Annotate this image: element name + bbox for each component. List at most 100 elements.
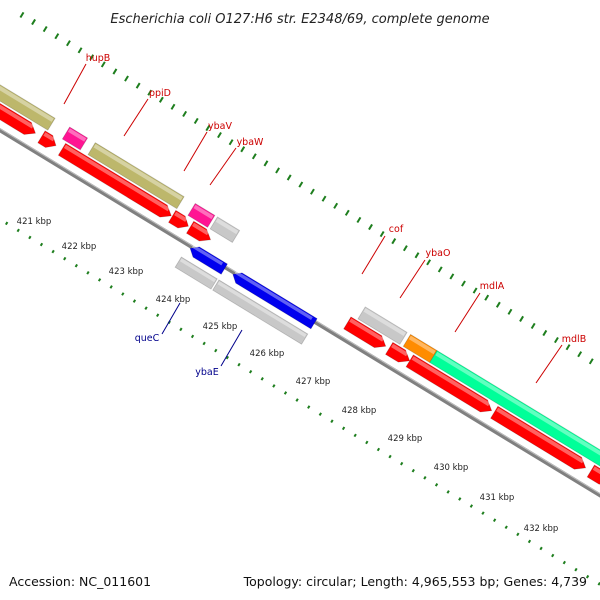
cds-outer-cof-sheen — [363, 308, 406, 337]
outer-tick — [356, 216, 362, 224]
gene-label[interactable]: ybaV — [208, 121, 232, 132]
inner-tick — [272, 384, 276, 388]
kbp-label: 430 kbp — [434, 463, 469, 473]
inner-tick — [74, 263, 78, 268]
kbp-label: 425 kbp — [203, 322, 238, 332]
inner-tick — [63, 256, 67, 261]
outer-tick — [577, 351, 583, 358]
callout-line — [183, 131, 208, 172]
cds-mid-red-3-body — [58, 143, 172, 218]
cds-inner-gray-1-body — [175, 257, 218, 290]
callout-line — [123, 98, 149, 137]
cds-mid-red-2-edge — [37, 130, 57, 148]
inner-tick — [504, 525, 508, 530]
cds-outer-mdla-body — [429, 350, 600, 467]
outer-tick — [205, 124, 211, 132]
inner-tick — [144, 306, 148, 310]
cds-inner-quec — [189, 244, 228, 275]
cds-outer-ppid-body — [87, 142, 185, 209]
cds-outer-ppid — [87, 142, 185, 210]
outer-tick — [263, 160, 269, 167]
kbp-label: 427 kbp — [296, 377, 331, 387]
outer-tick — [414, 252, 420, 259]
gene-label[interactable]: ybaO — [426, 248, 451, 259]
cds-mid-red-5-sheen — [192, 222, 210, 236]
cds-mid-red-6 — [343, 316, 387, 348]
inner-tick — [156, 313, 160, 318]
outer-tick — [31, 18, 36, 26]
cds-inner-ybae-body — [212, 279, 308, 345]
outer-tick — [124, 75, 129, 82]
cds-outer-ybao — [402, 333, 438, 364]
inner-tick — [121, 292, 125, 296]
gene-label[interactable]: cof — [389, 224, 404, 235]
inner-tick — [469, 504, 474, 508]
cds-mid-red-10-body — [587, 465, 600, 485]
outer-tick — [275, 167, 280, 174]
inner-tick — [97, 278, 102, 282]
cds-mid-red-4-body — [168, 210, 189, 229]
gene-label[interactable]: ybaE — [195, 367, 218, 378]
cds-outer-hupb — [61, 126, 89, 151]
outer-tick — [554, 336, 559, 344]
outer-tick — [495, 301, 501, 308]
cds-outer-olive-1 — [0, 80, 56, 131]
outer-tick — [89, 54, 95, 61]
inner-tick — [225, 355, 230, 360]
outer-tick — [228, 139, 234, 146]
cds-mid-red-10-sheen — [592, 466, 600, 479]
inner-tick — [318, 412, 322, 416]
cds-inner-quec-sheen — [191, 244, 224, 266]
cds-mid-red-1-sheen — [0, 95, 34, 129]
cds-mid-red-10 — [586, 464, 600, 485]
callout-line — [399, 259, 426, 299]
inner-tick — [39, 242, 44, 247]
gene-features — [0, 80, 600, 485]
outer-tick — [565, 344, 571, 351]
cds-mid-red-6-sheen — [349, 318, 385, 342]
gene-label[interactable]: mdlB — [562, 334, 586, 345]
cds-mid-red-3-sheen — [63, 144, 170, 212]
inner-tick — [492, 518, 497, 522]
outer-tick — [519, 315, 524, 322]
outer-tick — [286, 174, 292, 181]
cds-inner-ybae-edge — [212, 279, 309, 345]
inner-tick — [341, 426, 346, 431]
cds-inner-ybae-sheen — [217, 281, 307, 338]
outer-tick — [379, 230, 385, 238]
inner-tick — [481, 511, 485, 515]
cds-inner-blue-2-body — [232, 272, 318, 329]
outer-tick — [240, 146, 246, 153]
outer-tick — [54, 33, 60, 40]
gene-label[interactable]: ppiD — [149, 88, 171, 99]
gene-label[interactable]: mdlA — [480, 281, 505, 292]
gene-label[interactable]: hupB — [86, 53, 111, 64]
cds-mid-red-3-edge — [57, 142, 172, 218]
cds-mid-red-10-edge — [586, 464, 600, 485]
kbp-label: 431 kbp — [480, 493, 515, 503]
outer-tick — [182, 110, 188, 117]
outer-tick — [66, 40, 71, 47]
inner-tick — [248, 369, 253, 374]
cds-outer-cof-body — [357, 306, 408, 345]
inner-tick — [400, 461, 404, 466]
cds-mid-red-4-edge — [167, 209, 189, 229]
inner-tick — [86, 271, 90, 275]
cds-inner-blue-2-sheen — [234, 270, 313, 320]
inner-tick — [283, 391, 288, 395]
inner-tick — [574, 567, 578, 572]
outer-tick — [217, 132, 222, 139]
cds-outer-mdla — [429, 349, 600, 468]
inner-tick — [237, 362, 241, 367]
cds-outer-ybao-edge — [402, 333, 438, 364]
outer-tick — [507, 308, 513, 315]
cds-mid-red-2-sheen — [43, 132, 55, 142]
cds-mid-red-3 — [57, 142, 172, 218]
genome-summary-text: Topology: circular; Length: 4,965,553 bp… — [243, 574, 587, 589]
map-title: Escherichia coli O127:H6 str. E2348/69, … — [110, 12, 489, 27]
gene-label[interactable]: queC — [135, 333, 160, 344]
gene-label[interactable]: ybaW — [237, 137, 264, 148]
outer-tick — [484, 294, 490, 301]
kbp-label: 423 kbp — [109, 267, 144, 277]
